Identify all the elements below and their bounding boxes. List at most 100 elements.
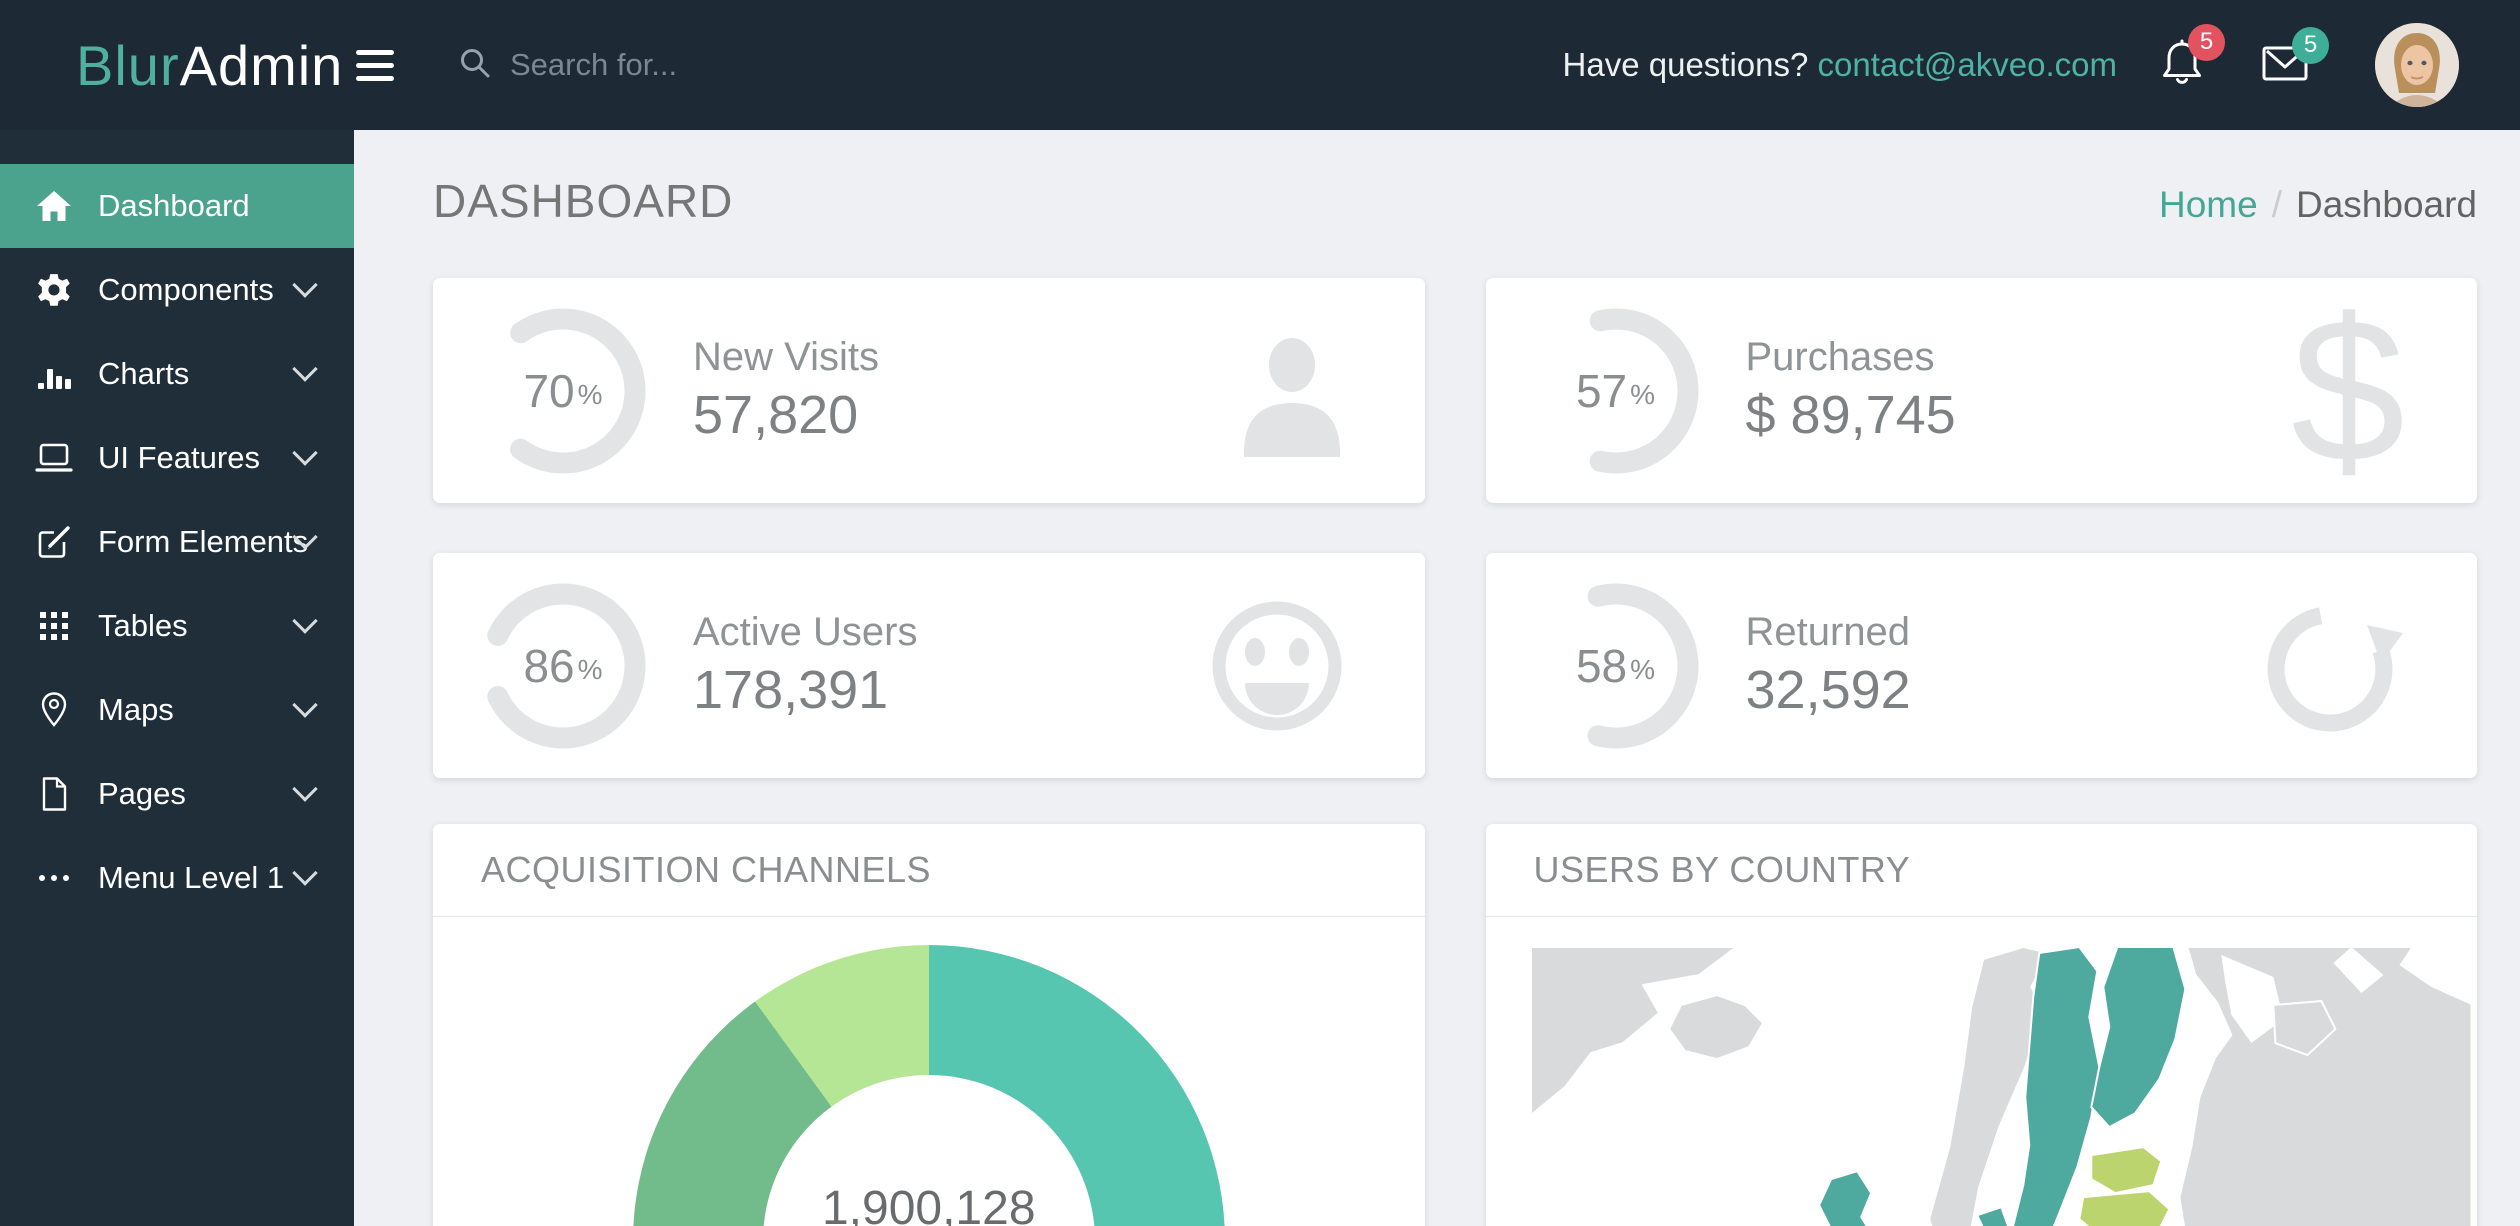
menu-toggle-icon[interactable] <box>354 44 396 87</box>
sidebar-item-dashboard[interactable]: Dashboard <box>0 164 354 248</box>
main-content: DASHBOARD Home / Dashboard 70% New Visits … <box>354 130 2520 1226</box>
dollar-icon: $ <box>2290 275 2405 505</box>
chevron-down-icon <box>292 692 318 718</box>
chevron-down-icon <box>292 608 318 634</box>
gauge-percent-value: 70 <box>523 364 575 417</box>
map-pin-icon <box>34 691 74 729</box>
percent-gauge: 58% <box>1530 580 1702 752</box>
gauge-percent-value: 58 <box>1575 639 1628 692</box>
topbar-right: Have questions? contact@akveo.com 5 5 <box>1563 23 2520 107</box>
sidebar-item-ui-features[interactable]: UI Features <box>0 416 354 500</box>
stat-card-new-visits: 70% New Visits 57,820 <box>433 278 1425 503</box>
breadcrumb-home-link[interactable]: Home <box>2159 184 2258 225</box>
smiley-icon <box>1201 590 1353 742</box>
donut-chart: 1,900,128 <box>632 945 1225 1226</box>
user-avatar[interactable] <box>2375 23 2459 107</box>
sidebar-item-label: Dashboard <box>98 188 250 223</box>
percent-gauge: 70% <box>477 305 649 477</box>
map-estonia <box>2089 1146 2162 1195</box>
stat-value: 32,592 <box>1745 660 1911 720</box>
acquisition-chart-area: 1,900,128 <box>433 917 1425 1226</box>
map-iceland <box>1667 994 1764 1061</box>
europe-map <box>1529 945 2473 1226</box>
gauge-percent-unit: % <box>1630 378 1656 410</box>
breadcrumb-separator: / <box>2271 184 2282 225</box>
gauge-percent-unit: % <box>577 378 603 410</box>
stat-cards-grid: 70% New Visits 57,820 57% Purchases $ 89… <box>433 278 2477 778</box>
stat-label: New Visits <box>693 335 879 379</box>
topbar: BlurAdmin Have questions? contact@akveo.… <box>0 0 2520 130</box>
gauge-percent-value: 57 <box>1575 364 1628 417</box>
home-icon <box>34 189 74 223</box>
person-icon <box>1231 325 1353 457</box>
gauge-percent-unit: % <box>577 653 603 685</box>
messages-button[interactable]: 5 <box>2261 26 2329 90</box>
sidebar-item-tables[interactable]: Tables <box>0 584 354 668</box>
gauge-percent-unit: % <box>1630 653 1656 685</box>
sidebar: Dashboard Components Charts UI Features … <box>0 130 354 1226</box>
stat-label: Purchases <box>1745 335 1935 379</box>
ellipsis-icon <box>34 873 74 883</box>
panel-title: USERS BY COUNTRY <box>1485 824 2477 917</box>
chevron-down-icon <box>292 272 318 298</box>
sidebar-item-label: Pages <box>98 776 186 811</box>
percent-gauge: 86% <box>477 580 649 752</box>
panel-users-by-country: USERS BY COUNTRY <box>1485 824 2478 1226</box>
chevron-down-icon <box>292 776 318 802</box>
panels-grid: ACQUISITION CHANNELS 1,900,128 USERS BY … <box>433 824 2477 1226</box>
search-icon <box>458 46 492 85</box>
gear-icon <box>34 272 74 308</box>
map-united-kingdom <box>1817 1170 1872 1226</box>
sidebar-item-pages[interactable]: Pages <box>0 752 354 836</box>
stat-card-purchases: 57% Purchases $ 89,745 $ <box>1485 275 2477 505</box>
chevron-down-icon <box>292 356 318 382</box>
stat-value: $ 89,745 <box>1745 385 1956 445</box>
map-russia <box>2177 945 2473 1226</box>
sidebar-item-maps[interactable]: Maps <box>0 668 354 752</box>
contact-email-link[interactable]: contact@akveo.com <box>1817 46 2117 83</box>
page-header: DASHBOARD Home / Dashboard <box>433 174 2477 228</box>
stat-card-returned: 58% Returned 32,592 <box>1485 553 2477 778</box>
donut-total-value: 1,900,128 <box>821 1182 1036 1226</box>
search-input[interactable] <box>510 47 940 83</box>
sidebar-item-label: Components <box>98 272 274 307</box>
sidebar-item-menu-level-1[interactable]: Menu Level 1 <box>0 836 354 920</box>
sidebar-item-label: Tables <box>98 608 188 643</box>
donut-center: 1,900,128 <box>762 1075 1095 1226</box>
sidebar-item-label: Maps <box>98 692 174 727</box>
sidebar-item-form-elements[interactable]: Form Elements <box>0 500 354 584</box>
map-finland <box>2089 945 2186 1129</box>
refresh-icon <box>2255 591 2405 741</box>
map-sweden <box>2011 945 2100 1226</box>
panel-title: ACQUISITION CHANNELS <box>433 824 1425 917</box>
app-logo[interactable]: BlurAdmin <box>0 33 354 98</box>
bar-chart-icon <box>34 357 74 391</box>
panel-acquisition-channels: ACQUISITION CHANNELS 1,900,128 <box>433 824 1425 1226</box>
chevron-down-icon <box>292 860 318 886</box>
gauge-percent-value: 86 <box>523 639 575 692</box>
breadcrumb: Home / Dashboard <box>2159 184 2477 226</box>
notifications-count-badge: 5 <box>2188 23 2225 61</box>
map-chart-area <box>1486 917 2478 1226</box>
sidebar-item-label: Form Elements <box>98 524 309 559</box>
logo-prefix: Blur <box>76 33 180 97</box>
map-latvia <box>2077 1190 2170 1226</box>
sidebar-item-charts[interactable]: Charts <box>0 332 354 416</box>
help-text: Have questions? contact@akveo.com <box>1562 46 2117 83</box>
stat-label: Returned <box>1745 610 1911 654</box>
page-title: DASHBOARD <box>433 175 734 227</box>
global-search <box>458 46 940 85</box>
laptop-icon <box>34 441 74 475</box>
bell-icon <box>2159 39 2205 92</box>
grid-dots-icon <box>34 610 74 642</box>
messages-count-badge: 5 <box>2292 26 2329 64</box>
file-icon <box>34 776 74 812</box>
map-greenland <box>1529 945 1737 1117</box>
stat-value: 178,391 <box>693 660 889 720</box>
chevron-down-icon <box>292 440 318 466</box>
percent-gauge: 57% <box>1530 305 1702 477</box>
sidebar-item-label: Menu Level 1 <box>98 860 285 895</box>
notifications-button[interactable]: 5 <box>2159 23 2225 93</box>
stat-card-active-users: 86% Active Users 178,391 <box>433 553 1425 778</box>
sidebar-item-components[interactable]: Components <box>0 248 354 332</box>
